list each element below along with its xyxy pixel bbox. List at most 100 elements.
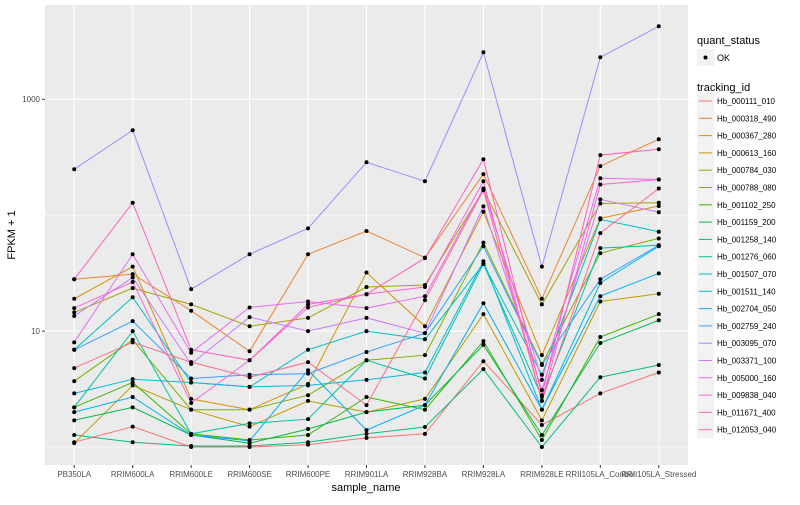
data-point: [72, 405, 77, 410]
legend-label: Hb_000367_280: [717, 132, 777, 141]
data-point: [72, 391, 77, 396]
data-point: [481, 240, 486, 245]
data-point: [72, 418, 77, 423]
data-point: [481, 209, 486, 214]
data-point: [422, 431, 427, 436]
data-point: [130, 340, 135, 345]
data-point: [306, 393, 311, 398]
data-point: [247, 358, 252, 363]
data-point: [189, 347, 194, 352]
data-point: [189, 380, 194, 385]
data-point: [189, 360, 194, 365]
data-point: [539, 398, 544, 403]
legend-label: Hb_001507_070: [717, 270, 777, 279]
data-point: [656, 203, 661, 208]
data-point: [656, 137, 661, 142]
x-tick-label: RRII105LA_Control: [566, 470, 636, 479]
data-point: [306, 433, 311, 438]
data-point: [598, 217, 603, 222]
legend-label: Hb_001276_060: [717, 253, 777, 262]
data-point: [656, 363, 661, 368]
data-point: [72, 379, 77, 384]
data-point: [306, 398, 311, 403]
data-point: [539, 302, 544, 307]
data-point: [656, 291, 661, 296]
data-point: [598, 340, 603, 345]
data-point: [539, 264, 544, 269]
data-point: [422, 294, 427, 299]
data-point: [130, 395, 135, 400]
data-point: [306, 299, 311, 304]
data-point: [598, 197, 603, 202]
data-point: [598, 246, 603, 251]
data-point: [422, 396, 427, 401]
data-point: [656, 312, 661, 317]
data-point: [422, 370, 427, 375]
data-point: [656, 177, 661, 182]
data-point: [539, 388, 544, 393]
data-point: [72, 441, 77, 446]
data-point: [189, 350, 194, 355]
data-point: [598, 176, 603, 181]
x-tick-label: RRIM928LE: [520, 470, 564, 479]
data-point: [130, 424, 135, 429]
data-point: [72, 296, 77, 301]
data-point: [364, 229, 369, 234]
data-point: [539, 372, 544, 377]
data-point: [364, 428, 369, 433]
data-point: [130, 405, 135, 410]
data-point: [598, 251, 603, 256]
data-point: [598, 277, 603, 282]
data-point: [189, 407, 194, 412]
data-point: [598, 294, 603, 299]
data-point: [539, 353, 544, 358]
data-point: [481, 312, 486, 317]
legend-label: Hb_005000_160: [717, 374, 777, 383]
y-axis-title: FPKM + 1: [6, 210, 18, 259]
data-point: [364, 270, 369, 275]
data-point: [481, 342, 486, 347]
y-axis: 10 1000: [22, 95, 45, 336]
data-point: [364, 306, 369, 311]
data-point: [72, 313, 77, 318]
data-point: [539, 363, 544, 368]
data-point: [422, 285, 427, 290]
data-point: [364, 329, 369, 334]
data-point: [364, 292, 369, 297]
y-tick-label: 10: [31, 327, 40, 336]
data-point: [247, 349, 252, 354]
data-point: [481, 204, 486, 209]
data-point: [306, 252, 311, 257]
x-tick-label: RRIM600LE: [169, 470, 213, 479]
data-point: [247, 252, 252, 257]
data-point: [130, 377, 135, 382]
data-point: [189, 433, 194, 438]
data-point: [364, 403, 369, 408]
x-tick-label: RRIM600SE: [227, 470, 271, 479]
data-point: [422, 298, 427, 303]
data-point: [422, 324, 427, 329]
data-point: [656, 370, 661, 375]
data-point: [247, 315, 252, 320]
data-point: [656, 210, 661, 215]
legend-label: Hb_009838_040: [717, 391, 777, 400]
data-point: [598, 164, 603, 169]
data-point: [598, 201, 603, 206]
data-point: [130, 252, 135, 257]
legend-title-tracking-id: tracking_id: [697, 82, 750, 94]
x-tick-label: RRIM928LA: [462, 470, 506, 479]
data-point: [364, 358, 369, 363]
data-point: [364, 285, 369, 290]
data-point: [72, 310, 77, 315]
data-point: [539, 433, 544, 438]
x-tick-label: RRIM901LA: [345, 470, 389, 479]
data-point: [130, 319, 135, 324]
legend-label: Hb_003095_070: [717, 339, 777, 348]
data-point: [72, 277, 77, 282]
data-point: [656, 200, 661, 205]
data-point: [539, 393, 544, 398]
data-point: [481, 172, 486, 177]
data-point: [130, 295, 135, 300]
data-point: [189, 302, 194, 307]
data-point: [481, 339, 486, 344]
